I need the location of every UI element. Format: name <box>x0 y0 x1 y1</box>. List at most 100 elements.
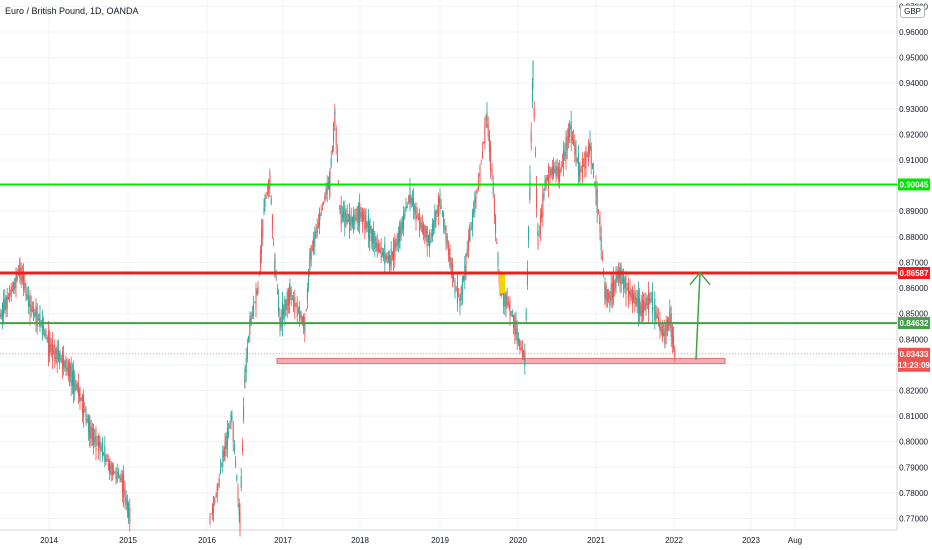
candle-body <box>531 83 533 101</box>
candle-body <box>261 228 263 254</box>
candle-body <box>430 232 432 239</box>
candle-body <box>334 111 336 115</box>
candle-body <box>79 388 81 403</box>
candle-body <box>524 354 526 358</box>
candle-body <box>548 166 550 188</box>
candle-body <box>221 465 223 467</box>
candle-body <box>347 219 349 222</box>
candle-body <box>396 235 398 247</box>
candle-body <box>560 166 562 172</box>
candle-body <box>61 352 63 370</box>
candle-body <box>384 243 386 265</box>
last-price-tag <box>898 347 930 372</box>
candle-body <box>214 497 216 504</box>
candle-body <box>280 316 282 328</box>
candle-body <box>583 164 585 166</box>
candle-body <box>400 222 402 236</box>
candle-body <box>311 248 313 251</box>
candle-body <box>109 465 111 473</box>
candle-body <box>129 508 131 523</box>
candle-body <box>228 431 230 435</box>
candle-body <box>390 249 392 265</box>
candle-body <box>248 335 250 341</box>
candle-body <box>240 476 242 488</box>
level-price-tag <box>898 178 930 191</box>
candle-body <box>222 450 224 467</box>
candle-body <box>15 271 17 289</box>
candle-body <box>443 213 445 228</box>
candle-body <box>599 217 601 234</box>
candle-body <box>445 225 447 243</box>
candle-body <box>46 337 48 341</box>
candle-body <box>509 299 511 317</box>
candle-body <box>110 462 112 475</box>
candle-body <box>426 225 428 247</box>
candle-body <box>490 146 492 170</box>
candle-body <box>123 474 125 498</box>
candle-body <box>264 197 266 207</box>
candle-body <box>429 239 431 244</box>
x-tick-label: 2023 <box>742 536 760 545</box>
candle-body <box>409 187 411 205</box>
candle-body <box>345 213 347 223</box>
candle-body <box>405 207 407 212</box>
candle-body <box>359 207 361 217</box>
candle-body <box>456 281 458 303</box>
candle-body <box>360 212 362 218</box>
candle-body <box>536 184 538 208</box>
candle-body <box>387 256 389 262</box>
candle-body <box>306 288 308 302</box>
candle-body <box>660 327 662 332</box>
candle-body <box>586 154 588 157</box>
candle-body <box>290 289 292 300</box>
candle-body <box>657 317 659 322</box>
y-tick-label: 0.86000 <box>899 284 928 293</box>
candle-body <box>279 318 281 331</box>
candle-body <box>301 316 303 323</box>
candle-body <box>35 305 37 322</box>
candle-body <box>601 256 603 261</box>
candle-body <box>476 190 478 193</box>
candle-body <box>636 297 638 307</box>
candle-body <box>117 472 119 478</box>
candle-body <box>551 167 553 175</box>
candle-body <box>364 211 366 230</box>
candle-body <box>373 229 375 244</box>
candle-body <box>530 131 532 143</box>
candle-body <box>106 458 108 462</box>
candle-body <box>451 263 453 279</box>
candle-body <box>513 314 515 328</box>
y-tick-label: 0.88000 <box>899 233 928 242</box>
candle-body <box>54 344 56 362</box>
y-tick-label: 0.81000 <box>899 412 928 421</box>
candle-body <box>564 151 566 157</box>
candle-body <box>639 305 641 314</box>
candle-body <box>587 145 589 161</box>
candle-body <box>111 464 113 476</box>
candle-body <box>670 313 672 338</box>
candle-body <box>213 496 215 514</box>
candle-body <box>7 297 9 300</box>
x-tick-label: 2019 <box>431 536 449 545</box>
level-price-tag <box>898 267 930 280</box>
candle-body <box>353 214 355 229</box>
candle-body <box>617 270 619 280</box>
level-price-label: 0.84632 <box>900 319 929 328</box>
candle-body <box>379 250 381 253</box>
candle-body <box>556 166 558 176</box>
candle-body <box>521 347 523 358</box>
candle-body <box>654 299 656 321</box>
candle-body <box>665 321 667 336</box>
candle-body <box>629 285 631 298</box>
candle-body <box>351 216 353 225</box>
candle-body <box>538 233 540 236</box>
candle-body <box>566 136 568 151</box>
currency-badge[interactable]: GBP <box>900 5 925 18</box>
candle-body <box>635 296 637 305</box>
candle-body <box>393 240 395 262</box>
candle-body <box>29 293 31 316</box>
level-price-tag <box>898 317 930 330</box>
x-tick-label: 2014 <box>40 536 58 545</box>
target-arrow-shaft <box>695 272 701 360</box>
